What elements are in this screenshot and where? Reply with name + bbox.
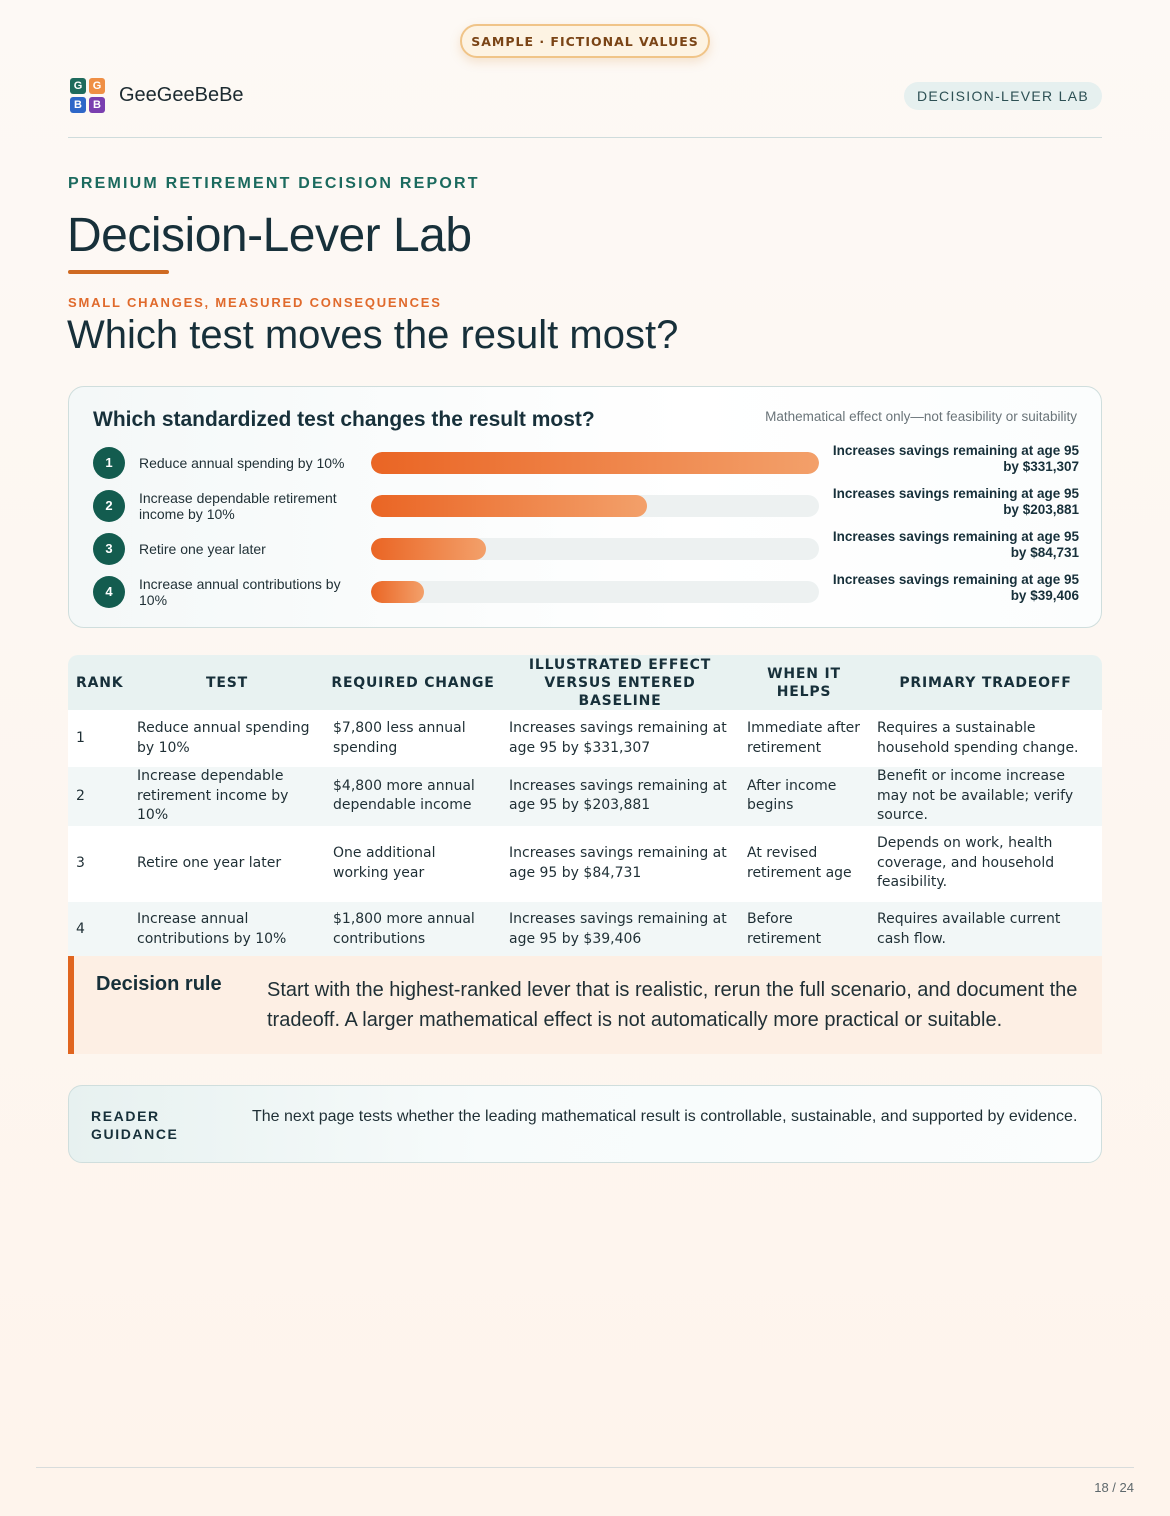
brand-name: GeeGeeBeBe: [119, 84, 244, 106]
section-kicker: SMALL CHANGES, MEASURED CONSEQUENCES: [68, 295, 442, 310]
cell-required-change: One additional working year: [333, 845, 436, 881]
cell-rank: 2: [76, 787, 85, 804]
cell-required-change: $1,800 more annual contributions: [333, 911, 475, 947]
logo-tile: G: [70, 78, 86, 94]
bar-category-label: Increase dependable retirement income by…: [139, 490, 337, 522]
chart-note: Mathematical effect only—not feasibility…: [765, 409, 1077, 424]
col-header-rank: RANK: [76, 674, 124, 691]
cell-tradeoff: Requires available current cash flow.: [877, 911, 1061, 947]
rank-badge: 3: [93, 533, 125, 565]
cell-tradeoff: Benefit or income increase may not be av…: [877, 768, 1074, 823]
cell-tradeoff: Requires a sustainable household spendin…: [877, 720, 1079, 756]
table-row: 3 Retire one year later One additional w…: [68, 825, 1102, 902]
col-header-when-it-helps: WHEN IT HELPS: [767, 665, 841, 700]
col-header-required-change: REQUIRED CHANGE: [331, 674, 495, 691]
lever-chart-card: Which standardized test changes the resu…: [68, 386, 1102, 628]
header-divider: [68, 137, 1102, 138]
page-number: 18 / 24: [1094, 1480, 1134, 1495]
bar-category-label: Retire one year later: [139, 541, 266, 557]
lever-table: RANK TEST REQUIRED CHANGE ILLUSTRATED EF…: [68, 655, 1102, 958]
table-row: 4 Increase annual contributions by 10% $…: [68, 901, 1102, 958]
bar: [371, 538, 486, 560]
bar-track: [371, 495, 819, 517]
bar-category-label: Increase annual contributions by 10%: [139, 576, 341, 608]
col-header-primary-tradeoff: PRIMARY TRADEOFF: [899, 674, 1072, 691]
chart-row: 1 Reduce annual spending by 10% Increases …: [69, 443, 1103, 483]
sample-badge: SAMPLE · FICTIONAL VALUES: [460, 24, 710, 58]
col-header-illustrated-effect: ILLUSTRATED EFFECT VERSUS ENTERED BASELI…: [528, 656, 712, 709]
cell-test: Reduce annual spending by 10%: [137, 720, 310, 756]
cell-test: Increase dependable retirement income by…: [137, 768, 289, 823]
rank-badge: 4: [93, 576, 125, 608]
table-row: 2 Increase dependable retirement income …: [68, 767, 1102, 826]
cell-effect: Increases savings remaining at age 95 by…: [509, 911, 727, 947]
cell-when: After income begins: [747, 777, 837, 814]
section-subtitle: Which test moves the result most?: [67, 313, 679, 357]
rank-badge: 1: [93, 447, 125, 479]
cell-rank: 1: [76, 729, 85, 746]
table-header-row: RANK TEST REQUIRED CHANGE ILLUSTRATED EF…: [68, 655, 1102, 710]
guidance-text: The next page tests whether the leading …: [252, 1108, 1078, 1125]
bar-category-label: Reduce annual spending by 10%: [139, 455, 345, 471]
cell-when: At revised retirement age: [747, 845, 852, 881]
cell-effect: Increases savings remaining at age 95 by…: [509, 845, 727, 881]
bar-track: [371, 538, 819, 560]
decision-rule-callout: Decision rule Start with the highest-ran…: [68, 956, 1102, 1054]
bar: [371, 495, 647, 517]
cell-effect: Increases savings remaining at age 95 by…: [509, 777, 727, 814]
chart-row: 2 Increase dependable retirement income b…: [69, 486, 1103, 526]
bar-track: [371, 452, 819, 474]
bar: [371, 452, 819, 474]
footer-divider: [36, 1467, 1134, 1468]
logo-tile: B: [89, 97, 105, 113]
logo-tile: B: [70, 97, 86, 113]
logo-tile: G: [89, 78, 105, 94]
title-accent-bar: [68, 270, 169, 274]
col-header-test: TEST: [206, 674, 248, 691]
chart-title: Which standardized test changes the resu…: [93, 408, 595, 431]
bar: [371, 581, 425, 603]
cell-effect: Increases savings remaining at age 95 by…: [509, 720, 727, 756]
cell-tradeoff: Depends on work, health coverage, and ho…: [877, 835, 1055, 891]
cell-rank: 4: [76, 920, 85, 937]
report-eyebrow: PREMIUM RETIREMENT DECISION REPORT: [68, 175, 480, 192]
bar-value-label: Increases savings remaining at age 95 by…: [832, 486, 1079, 517]
chart-row: 3 Retire one year later Increases savings …: [69, 529, 1103, 569]
brand-logo-icon: G G B B: [70, 78, 106, 114]
cell-test: Retire one year later: [137, 854, 282, 871]
chart-row: 4 Increase annual contributions by 10% Inc…: [69, 572, 1103, 612]
cell-when: Before retirement: [747, 911, 822, 947]
page-title: Decision-Lever Lab: [67, 209, 472, 262]
bar-value-label: Increases savings remaining at age 95 by…: [832, 443, 1079, 474]
table-row: 1 Reduce annual spending by 10% $7,800 l…: [68, 710, 1102, 767]
reader-guidance-box: READER GUIDANCE The next page tests whet…: [68, 1085, 1102, 1163]
guidance-label: READER GUIDANCE: [91, 1108, 179, 1142]
cell-when: Immediate after retirement: [747, 720, 861, 756]
cell-test: Increase annual contributions by 10%: [137, 911, 287, 947]
page-header: G G B B GeeGeeBeBe DECISION-LEVER LAB: [68, 78, 1102, 114]
cell-required-change: $7,800 less annual spending: [333, 720, 466, 756]
rank-badge: 2: [93, 490, 125, 522]
decision-rule-label: Decision rule: [96, 973, 222, 995]
section-badge: DECISION-LEVER LAB: [904, 82, 1102, 110]
bar-track: [371, 581, 819, 603]
bar-value-label: Increases savings remaining at age 95 by…: [832, 572, 1079, 603]
cell-required-change: $4,800 more annual dependable income: [333, 777, 475, 814]
decision-rule-text: Start with the highest-ranked lever that…: [267, 979, 1078, 1031]
bar-value-label: Increases savings remaining at age 95 by…: [832, 529, 1079, 560]
cell-rank: 3: [76, 854, 85, 871]
